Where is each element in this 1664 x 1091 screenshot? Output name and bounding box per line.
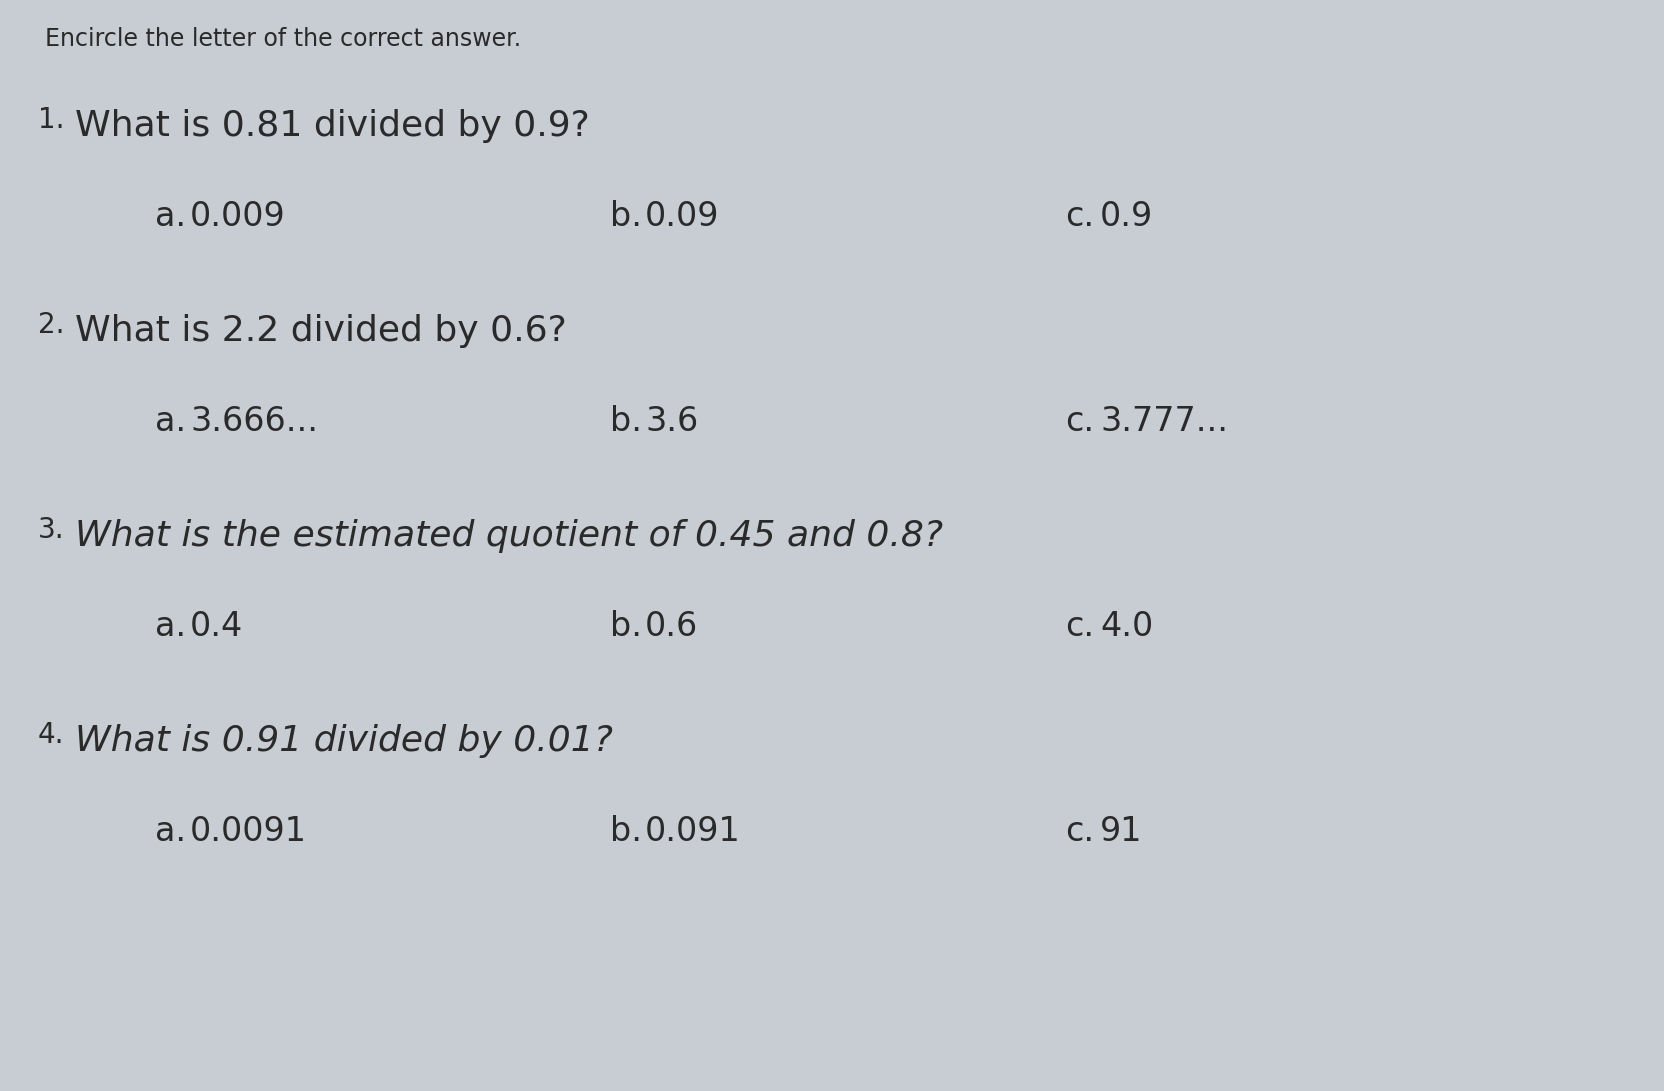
Text: b.: b.: [609, 815, 642, 848]
Text: What is 0.91 divided by 0.01?: What is 0.91 divided by 0.01?: [75, 724, 612, 758]
Text: 0.091: 0.091: [644, 815, 740, 848]
Text: c.: c.: [1065, 405, 1093, 437]
Text: c.: c.: [1065, 815, 1093, 848]
Text: 3.: 3.: [38, 516, 65, 544]
Text: a.: a.: [155, 200, 186, 233]
Text: b.: b.: [609, 405, 642, 437]
Text: 0.09: 0.09: [644, 200, 719, 233]
Text: a.: a.: [155, 610, 186, 643]
Text: 3.666...: 3.666...: [190, 405, 318, 437]
Text: c.: c.: [1065, 200, 1093, 233]
Text: What is 0.81 divided by 0.9?: What is 0.81 divided by 0.9?: [75, 109, 589, 143]
Text: 91: 91: [1100, 815, 1142, 848]
Text: a.: a.: [155, 815, 186, 848]
Text: 4.0: 4.0: [1100, 610, 1153, 643]
Text: 4.: 4.: [38, 721, 65, 750]
Text: c.: c.: [1065, 610, 1093, 643]
Text: a.: a.: [155, 405, 186, 437]
Text: What is 2.2 divided by 0.6?: What is 2.2 divided by 0.6?: [75, 314, 566, 348]
Text: 0.009: 0.009: [190, 200, 286, 233]
Text: Encircle the letter of the correct answer.: Encircle the letter of the correct answe…: [45, 27, 521, 51]
Text: 3.777...: 3.777...: [1100, 405, 1228, 437]
Text: 2.: 2.: [38, 311, 65, 339]
Text: 0.0091: 0.0091: [190, 815, 306, 848]
Text: What is the estimated quotient of 0.45 and 0.8?: What is the estimated quotient of 0.45 a…: [75, 519, 942, 553]
Text: 0.4: 0.4: [190, 610, 243, 643]
Text: b.: b.: [609, 610, 642, 643]
Text: 3.6: 3.6: [644, 405, 697, 437]
Text: 0.9: 0.9: [1100, 200, 1153, 233]
Text: 1.: 1.: [38, 106, 65, 134]
Text: 0.6: 0.6: [644, 610, 697, 643]
Text: b.: b.: [609, 200, 642, 233]
